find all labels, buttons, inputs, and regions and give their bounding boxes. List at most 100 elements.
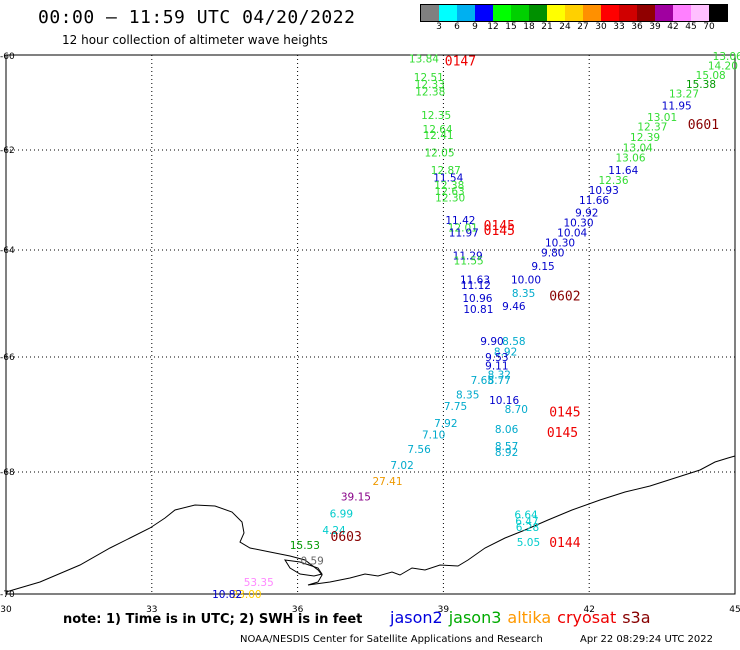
generated-timestamp: Apr 22 08:29:24 UTC 2022 — [580, 634, 713, 645]
wave-height-label: 8.06 — [495, 424, 519, 436]
pass-time-label: 0145 — [484, 219, 515, 234]
legend-swatch — [619, 5, 637, 21]
wave-height-label: 9.46 — [502, 301, 526, 313]
legend-swatch — [583, 5, 601, 21]
wave-height-label: 11.54 — [433, 173, 463, 185]
pass-time-label: 0601 — [688, 118, 719, 133]
wave-height-label: 12.87 — [431, 165, 461, 177]
legend-swatch — [709, 5, 727, 21]
wave-height-label: 11.55 — [454, 256, 484, 268]
wave-height-label: 9.53 — [485, 352, 508, 364]
legend-label: 27 — [577, 22, 589, 32]
legend-swatch — [475, 5, 493, 21]
wave-height-label: 9.11 — [485, 361, 508, 373]
legend-label: 33 — [613, 22, 625, 32]
wave-height-label: 5.05 — [517, 537, 540, 549]
wave-height-label: 7.02 — [390, 460, 413, 472]
wave-height-label: 12.38 — [434, 180, 464, 192]
legend-swatch — [457, 5, 475, 21]
wave-height-label: 11.97 — [449, 228, 479, 240]
wave-height-label: 8.32 — [488, 369, 511, 381]
legend-swatch — [529, 5, 547, 21]
satellite-name: jason2 — [390, 608, 443, 627]
axis-labels: 30 33 36 39 42 45 -60 -62 -64 -66 -68 -70 — [0, 52, 740, 615]
wave-height-label: 13.84 — [409, 53, 439, 65]
page-subtitle: 12 hour collection of altimeter wave hei… — [62, 33, 328, 47]
pass-time-label: 0145 — [547, 426, 578, 441]
wave-height-label: 9.80 — [541, 248, 564, 260]
wave-height-label: 12.05 — [424, 148, 454, 160]
satellite-name: cryosat — [557, 608, 617, 627]
pass-time-label: 0602 — [549, 289, 580, 304]
wave-height-label: 13.01 — [647, 112, 677, 124]
lon-tick-label: 33 — [146, 605, 157, 615]
wave-height-label: 10.93 — [589, 185, 619, 197]
wave-height-label: 8.57 — [495, 441, 518, 453]
credit-text: NOAA/NESDIS Center for Satellite Applica… — [240, 634, 543, 645]
wave-height-label: 8.92 — [494, 347, 517, 359]
wave-height-label: 12.35 — [421, 110, 451, 122]
wave-height-label: 6.64 — [514, 510, 538, 522]
wave-height-label: 4.24 — [322, 525, 346, 537]
legend-label: 15 — [505, 22, 517, 32]
wave-height-label: 11.66 — [579, 195, 609, 207]
wave-height-label: 12.01 — [448, 223, 478, 235]
satellite-legend: jason2 jason3 altika cryosat s3a — [390, 608, 657, 627]
legend-swatch — [655, 5, 673, 21]
legend-swatch — [439, 5, 457, 21]
satellite-name: altika — [507, 608, 552, 627]
wave-height-label: 13.27 — [669, 89, 699, 101]
wave-height-label: 11.12 — [461, 280, 491, 292]
legend-label: 21 — [541, 22, 553, 32]
wave-height-label: 12.33 — [415, 79, 445, 91]
wave-height-label: 12.39 — [630, 132, 660, 144]
legend-swatch — [565, 5, 583, 21]
wave-height-label: 9.15 — [531, 261, 554, 273]
wave-height-label: 13.06 — [713, 51, 740, 63]
wave-height-label: 10.16 — [489, 395, 519, 407]
wave-height-label: 12.51 — [414, 72, 444, 84]
wave-height-label: 8.58 — [502, 336, 525, 348]
wave-height-label: 12.38 — [415, 86, 445, 98]
wave-height-label: 10.04 — [557, 228, 587, 240]
wave-height-label: 11.64 — [608, 165, 638, 177]
wave-height-label: 14.20 — [708, 60, 738, 72]
wave-height-label: 11.42 — [445, 215, 475, 227]
pass-time-label: 0145 — [549, 406, 580, 421]
wave-height-label: 13.04 — [623, 143, 653, 155]
legend-label: 12 — [487, 22, 499, 32]
wave-height-label: 10.30 — [545, 238, 575, 250]
wave-height-label: 0.59 — [300, 555, 323, 567]
legend-label: 3 — [436, 22, 442, 32]
wave-height-label: 12.36 — [598, 175, 628, 187]
legend-label: 42 — [667, 22, 679, 32]
lon-tick-label: 36 — [292, 605, 304, 615]
legend-label: 30 — [595, 22, 607, 32]
wave-height-label: 13.06 — [615, 153, 645, 165]
lat-tick-label: -68 — [0, 468, 15, 478]
legend-swatch — [673, 5, 691, 21]
legend-swatch — [637, 5, 655, 21]
lon-tick-label: 42 — [583, 605, 594, 615]
legend-label: 36 — [631, 22, 643, 32]
wave-height-label: 9.92 — [575, 208, 598, 220]
wave-height-label: 15.08 — [696, 70, 726, 82]
pass-time-label: 0147 — [445, 55, 476, 70]
lat-tick-label: -70 — [0, 590, 15, 600]
wave-height-label: 15.38 — [686, 79, 716, 91]
lon-tick-label: 30 — [0, 605, 12, 615]
antarctic-coastline — [5, 455, 736, 593]
wave-height-label: 12.41 — [424, 130, 454, 142]
legend-label: 39 — [649, 22, 661, 32]
page-title: 00:00 – 11:59 UTC 04/20/2022 — [38, 7, 356, 28]
lat-tick-label: -64 — [0, 246, 15, 256]
wave-height-label: 7.65 — [471, 375, 494, 387]
wave-height-label: 27.41 — [372, 476, 402, 488]
wave-height-label: 11.95 — [662, 100, 692, 112]
wave-height-label: 12.63 — [435, 186, 465, 198]
wave-height-label: 7.56 — [407, 444, 431, 456]
wave-height-label: 8.92 — [495, 447, 518, 459]
wave-height-label: 11.63 — [460, 274, 490, 286]
map-gridlines — [6, 55, 735, 594]
